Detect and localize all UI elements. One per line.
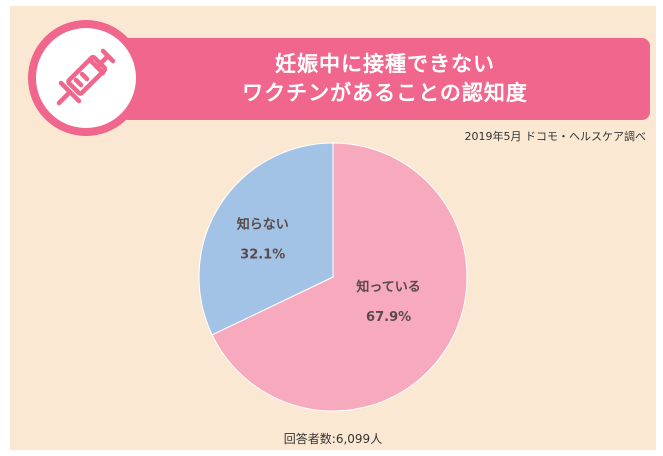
slice-category-label-1: 知らない [237, 217, 289, 233]
respondent-count: 回答者数:6,099人 [283, 432, 383, 446]
syringe-icon [56, 48, 116, 106]
slice-value-label-0: 67.9% [366, 310, 411, 325]
pie-slice-0 [211, 142, 468, 412]
pie-slice-1 [198, 142, 334, 336]
title-line-2: ワクチンがあることの認知度 [242, 81, 528, 105]
pie-chart: 知っている 67.9% 知らない 32.1% [198, 142, 468, 412]
source-note: 2019年5月 ドコモ・ヘルスケア調べ [464, 130, 647, 143]
syringe-badge [28, 20, 144, 136]
title-line-1: 妊娠中に接種できない [275, 52, 495, 76]
chart-title: 妊娠中に接種できない ワクチンがあることの認知度 [120, 50, 650, 108]
slice-value-label-1: 32.1% [240, 248, 285, 263]
title-banner: 妊娠中に接種できない ワクチンがあることの認知度 [120, 38, 650, 120]
slice-category-label-0: 知っている [356, 279, 420, 295]
infographic-card: 妊娠中に接種できない ワクチンがあることの認知度 [10, 6, 656, 450]
